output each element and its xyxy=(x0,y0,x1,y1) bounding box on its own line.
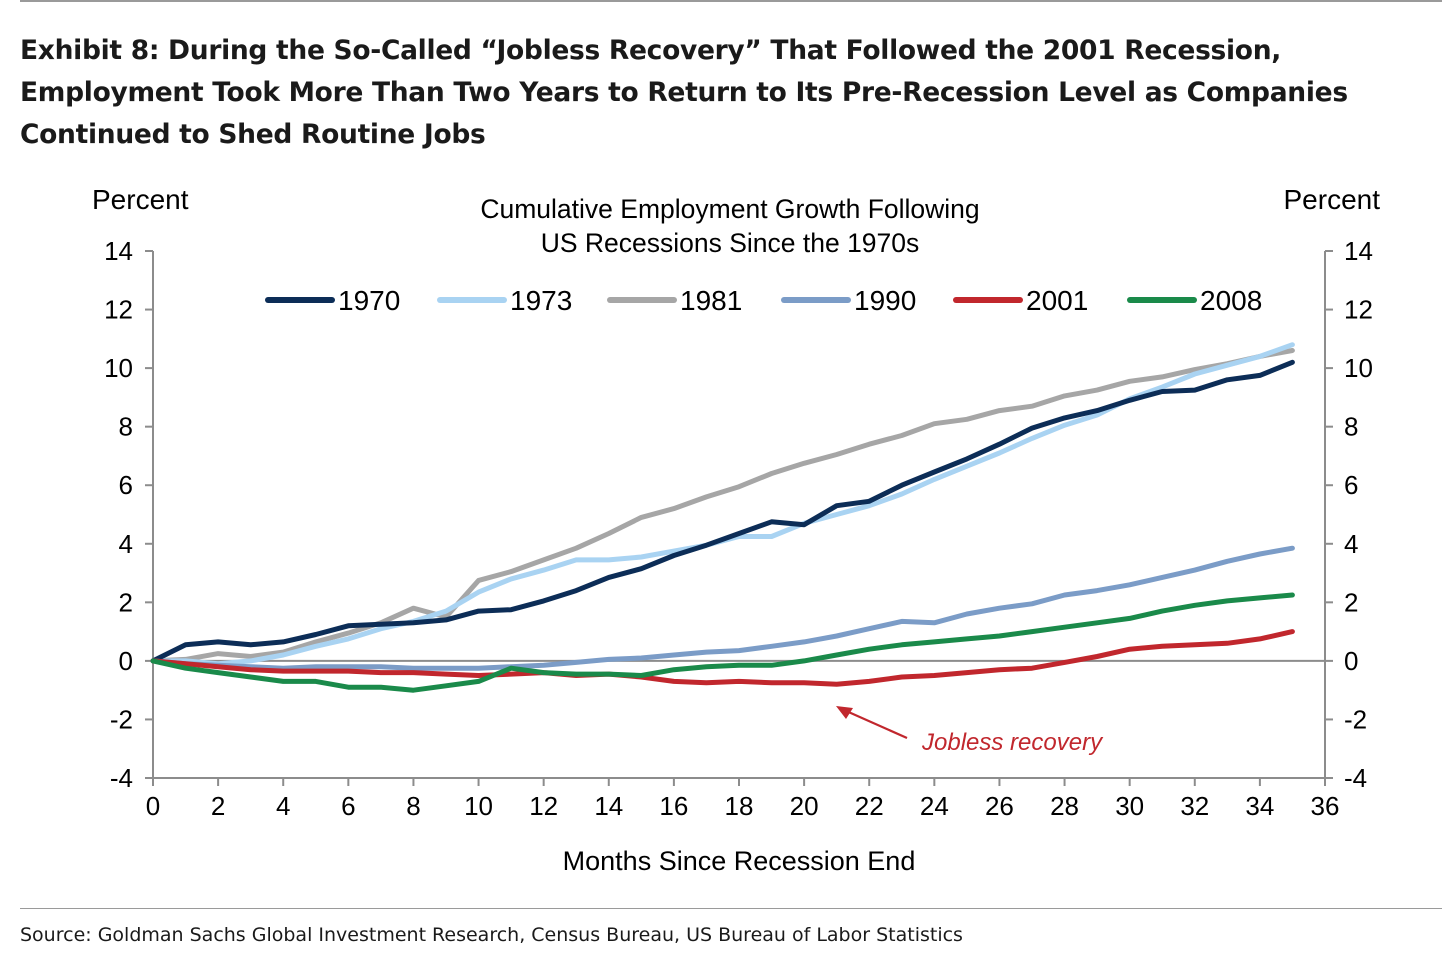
series-line-1970 xyxy=(150,359,1295,664)
annotation-jobless-recovery: Jobless recovery xyxy=(921,729,1104,756)
source-note: Source: Goldman Sachs Global Investment … xyxy=(20,924,963,946)
y-tick-label-left: 8 xyxy=(119,412,133,442)
chart-title: Cumulative Employment Growth Following xyxy=(480,194,979,224)
series-line-1981 xyxy=(150,348,1295,664)
line-chart: Percent Percent Cumulative Employment Gr… xyxy=(92,184,1381,876)
y-tick-label-left: 6 xyxy=(119,470,133,500)
series-line-1990 xyxy=(150,545,1295,671)
y-tick-label-left: 0 xyxy=(119,646,133,676)
legend: 1970 1973 1981 1990 2001 2008 xyxy=(265,285,1262,316)
y-axis-label-left: Percent xyxy=(92,184,189,215)
y-tick-label-left: 14 xyxy=(104,236,133,266)
y-tick-label-right: -2 xyxy=(1344,704,1367,734)
legend-label-2008: 2008 xyxy=(1200,285,1262,316)
x-tick-label: 30 xyxy=(1115,791,1144,821)
x-tick-label: 24 xyxy=(920,791,949,821)
x-tick-label: 0 xyxy=(146,791,160,821)
y-tick-label-right: -4 xyxy=(1344,763,1367,793)
x-tick-label: 6 xyxy=(341,791,355,821)
x-tick-label: 16 xyxy=(659,791,688,821)
y-tick-label-left: 10 xyxy=(104,353,133,383)
series-line-2001 xyxy=(150,629,1295,687)
series-line-2008 xyxy=(150,592,1295,693)
chart-subtitle: US Recessions Since the 1970s xyxy=(541,228,920,258)
legend-label-1990: 1990 xyxy=(854,285,916,316)
x-tick-label: 34 xyxy=(1245,791,1274,821)
x-tick-label: 14 xyxy=(594,791,623,821)
x-tick-label: 20 xyxy=(790,791,819,821)
x-tick-label: 4 xyxy=(276,791,290,821)
annotation-arrow-line xyxy=(843,708,908,740)
x-tick-label: 12 xyxy=(529,791,558,821)
y-tick-label-right: 12 xyxy=(1344,295,1373,325)
x-tick-label: 26 xyxy=(985,791,1014,821)
series-line-1973 xyxy=(150,342,1295,667)
legend-label-1970: 1970 xyxy=(338,285,400,316)
legend-label-1973: 1973 xyxy=(510,285,572,316)
x-tick-label: 36 xyxy=(1311,791,1340,821)
top-rule xyxy=(20,0,1442,2)
y-tick-label-left: 2 xyxy=(119,587,133,617)
x-axis-title: Months Since Recession End xyxy=(563,846,916,876)
x-tick-label: 2 xyxy=(211,791,225,821)
y-tick-label-left: -4 xyxy=(110,763,133,793)
series-layer xyxy=(150,342,1295,693)
x-tick-label: 22 xyxy=(855,791,884,821)
x-tick-label: 28 xyxy=(1050,791,1079,821)
y-tick-label-right: 6 xyxy=(1344,470,1358,500)
exhibit-title: Exhibit 8: During the So-Called “Jobless… xyxy=(20,35,1348,150)
y-axis-label-right: Percent xyxy=(1284,184,1381,215)
y-tick-label-right: 4 xyxy=(1344,529,1358,559)
bottom-rule xyxy=(20,908,1442,909)
x-tick-label: 18 xyxy=(725,791,754,821)
y-tick-label-right: 2 xyxy=(1344,587,1358,617)
y-tick-label-left: 4 xyxy=(119,529,133,559)
y-tick-label-right: 14 xyxy=(1344,236,1373,266)
legend-label-2001: 2001 xyxy=(1026,285,1088,316)
x-tick-label: 8 xyxy=(406,791,420,821)
legend-label-1981: 1981 xyxy=(680,285,742,316)
y-tick-label-right: 8 xyxy=(1344,412,1358,442)
annotation-arrow-head xyxy=(836,706,853,719)
y-tick-label-right: 0 xyxy=(1344,646,1358,676)
y-tick-label-left: -2 xyxy=(110,704,133,734)
x-tick-label: 10 xyxy=(464,791,493,821)
y-tick-label-right: 10 xyxy=(1344,353,1373,383)
x-tick-label: 32 xyxy=(1180,791,1209,821)
y-tick-label-left: 12 xyxy=(104,295,133,325)
